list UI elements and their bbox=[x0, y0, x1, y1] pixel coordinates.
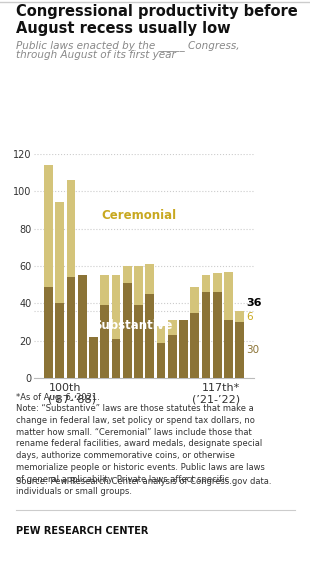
Bar bbox=[123, 266, 132, 283]
Bar bbox=[202, 292, 210, 378]
Bar bbox=[179, 320, 188, 378]
Bar bbox=[168, 320, 177, 335]
Bar bbox=[157, 343, 166, 378]
Bar bbox=[55, 203, 64, 303]
Text: 6: 6 bbox=[246, 312, 253, 321]
Bar bbox=[145, 294, 154, 378]
Bar bbox=[224, 271, 233, 320]
Bar bbox=[123, 283, 132, 378]
Text: through August of its first year: through August of its first year bbox=[16, 50, 175, 60]
Text: *As of Aug. 6, 2021.: *As of Aug. 6, 2021. bbox=[16, 393, 99, 402]
Text: Source: Pew Research Center analysis of Congress.gov data.: Source: Pew Research Center analysis of … bbox=[16, 477, 271, 486]
Bar bbox=[157, 326, 166, 343]
Bar bbox=[100, 275, 109, 306]
Bar bbox=[224, 320, 233, 378]
Bar bbox=[100, 306, 109, 378]
Text: Substantive: Substantive bbox=[93, 319, 173, 332]
Bar bbox=[55, 303, 64, 378]
Bar bbox=[67, 277, 75, 378]
Text: Note: “Substantive” laws are those statutes that make a
change in federal law, s: Note: “Substantive” laws are those statu… bbox=[16, 404, 264, 496]
Bar bbox=[235, 322, 244, 378]
Text: August recess usually low: August recess usually low bbox=[16, 21, 230, 36]
Bar bbox=[202, 275, 210, 292]
Bar bbox=[168, 335, 177, 378]
Bar bbox=[78, 275, 86, 378]
Text: Ceremonial: Ceremonial bbox=[101, 209, 176, 222]
Bar bbox=[145, 264, 154, 294]
Text: Congressional productivity before: Congressional productivity before bbox=[16, 4, 297, 19]
Bar bbox=[134, 266, 143, 306]
Text: 36: 36 bbox=[246, 298, 262, 308]
Bar bbox=[112, 339, 120, 378]
Bar bbox=[44, 165, 53, 287]
Bar bbox=[213, 292, 222, 378]
Text: PEW RESEARCH CENTER: PEW RESEARCH CENTER bbox=[16, 526, 148, 537]
Text: Public laws enacted by the _____ Congress,: Public laws enacted by the _____ Congres… bbox=[16, 40, 239, 51]
Bar bbox=[112, 275, 120, 339]
Bar bbox=[190, 313, 199, 378]
Bar bbox=[190, 287, 199, 313]
Bar bbox=[44, 287, 53, 378]
Bar bbox=[134, 306, 143, 378]
Bar bbox=[213, 274, 222, 292]
Bar bbox=[67, 180, 75, 277]
Bar bbox=[89, 337, 98, 378]
Text: 30: 30 bbox=[246, 345, 259, 355]
Bar bbox=[235, 311, 244, 322]
